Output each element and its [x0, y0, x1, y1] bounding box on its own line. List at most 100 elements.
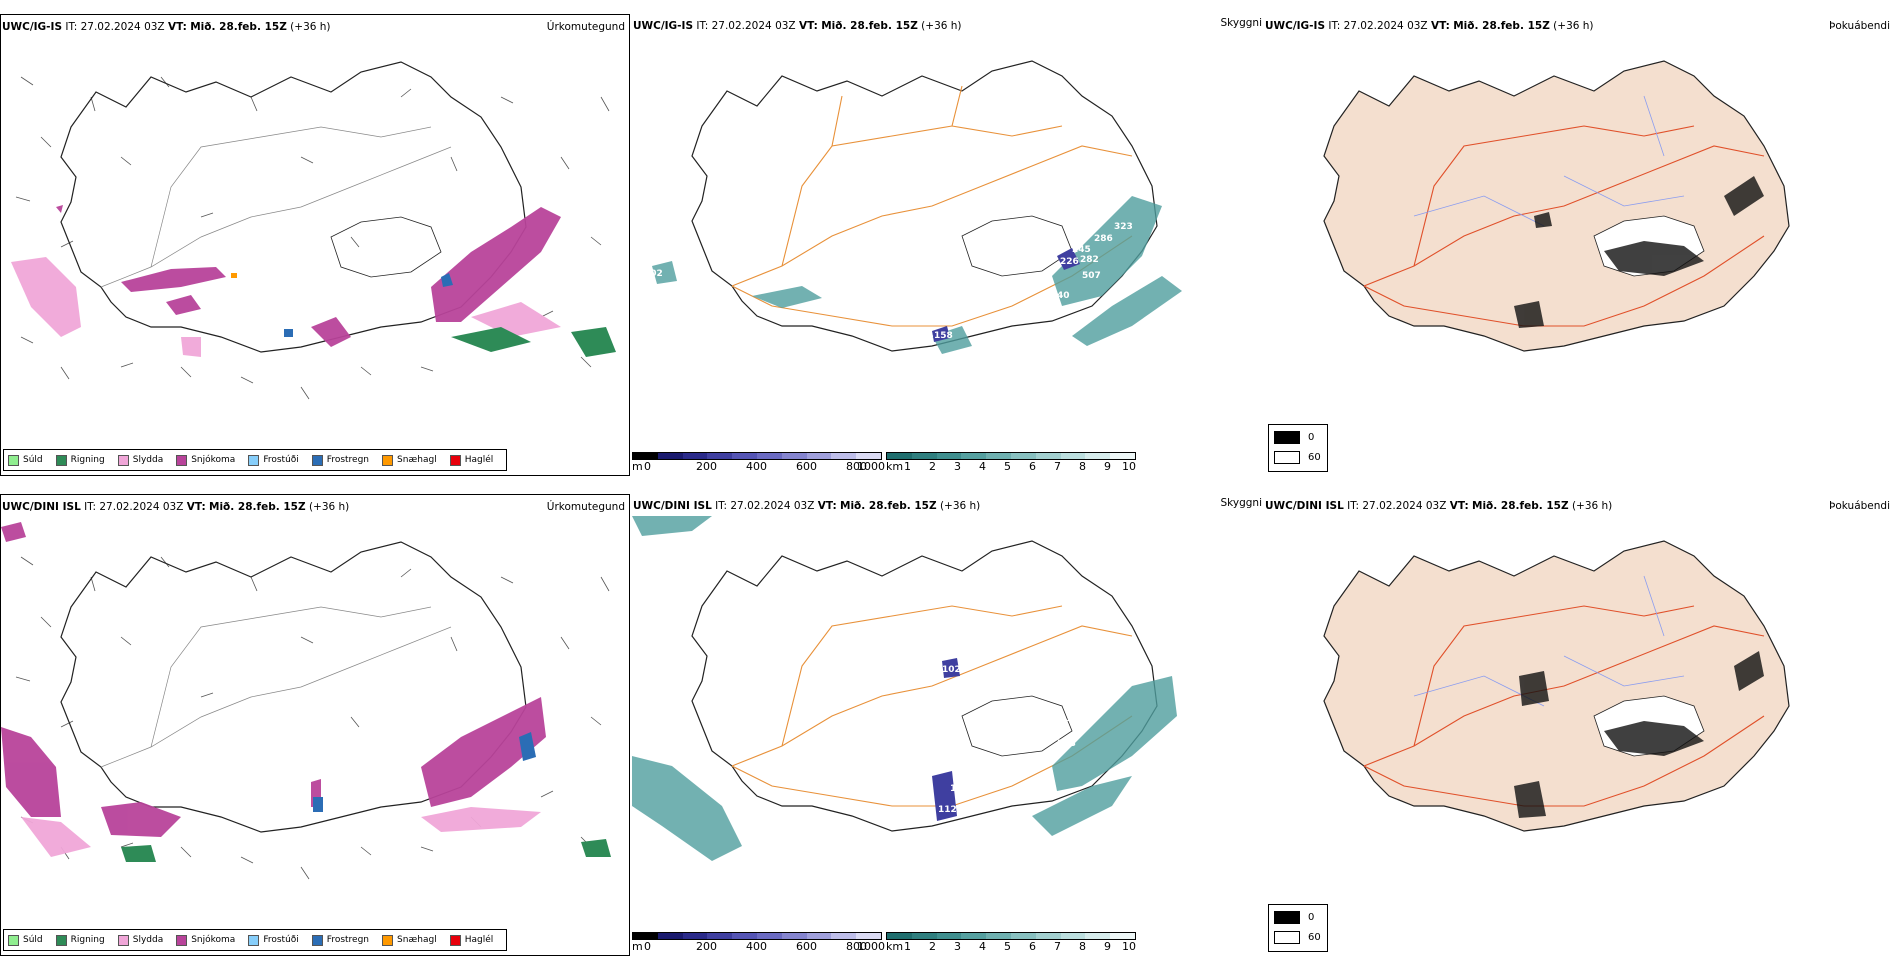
legend-swatch: [311, 934, 323, 946]
km-tick: 7: [1054, 940, 1061, 953]
m-tick: 600: [796, 940, 817, 953]
legend-swatch: [449, 454, 461, 466]
legend-swatch: [248, 454, 260, 466]
km-tick: 1: [904, 940, 911, 953]
visibility-scale: m 0 200 400 600 800 1000 km 1 2 3 4 5 6 …: [632, 926, 1262, 956]
roads: [100, 606, 452, 768]
precip-map: [11, 61, 616, 400]
legend-item: Frostregn: [311, 934, 369, 946]
legend-item: Snæhagl: [382, 934, 437, 946]
legend-item: Súld: [8, 934, 43, 946]
vis-value: 112: [938, 805, 957, 815]
m-tick: 600: [796, 460, 817, 473]
m-tick: 1000: [857, 940, 885, 953]
panel-title: UWC/IG-IS IT: 27.02.2024 03Z VT: Mið. 28…: [2, 21, 331, 33]
vis-value: 245: [1072, 245, 1091, 255]
iceland-land: [1323, 60, 1790, 352]
visibility-values: 102 359 766 272 321 213 75 338 159 112: [938, 664, 1147, 815]
precip-map: [1, 522, 611, 880]
fog-legend: 0 60: [1268, 424, 1328, 472]
vis-value: 766: [1128, 675, 1147, 685]
km-tick: 10: [1122, 940, 1136, 953]
vis-value: 40: [1057, 291, 1070, 301]
vis-value: 226: [1060, 257, 1079, 267]
precip-legend: Súld Rigning Slydda Snjókoma Frostúði Fr…: [3, 929, 508, 951]
km-tick: 3: [954, 940, 961, 953]
low-visibility-km: [652, 196, 1182, 354]
km-tick: 8: [1079, 460, 1086, 473]
vis-value: 102: [644, 269, 663, 279]
vis-value: 159: [950, 784, 969, 794]
m-tick: 400: [746, 460, 767, 473]
product-title: Úrkomutegund: [546, 501, 625, 513]
product-title: Þokuábendi: [1829, 500, 1890, 512]
fog-legend: 0 60: [1268, 904, 1328, 952]
km-tick: 8: [1079, 940, 1086, 953]
legend-swatch: [117, 454, 129, 466]
legend-item: Rigning: [55, 454, 105, 466]
fog-panel-top: UWC/IG-IS IT: 27.02.2024 03Z VT: Mið. 28…: [1264, 14, 1894, 476]
km-tick: 6: [1029, 460, 1036, 473]
visibility-map: 102 359 766 272 321 213 75 338 159 112: [632, 516, 1177, 861]
m-tick: 200: [696, 460, 717, 473]
m-scale-bar: [632, 452, 882, 460]
vis-value: 323: [1114, 222, 1133, 232]
m-unit: m: [632, 460, 643, 473]
km-tick: 5: [1004, 460, 1011, 473]
km-scale-bar: [886, 452, 1136, 460]
roads: [1363, 605, 1765, 807]
glacier-outline: [961, 695, 1073, 757]
visibility-values: 102 226 245 282 286 323 507 40 207 158: [644, 222, 1133, 345]
fog-map: [1323, 60, 1790, 352]
visibility-map: 102 226 245 282 286 323 507 40 207 158: [644, 60, 1182, 354]
legend-swatch: [8, 454, 19, 466]
m-scale-bar: [632, 932, 882, 940]
m-unit: m: [632, 940, 643, 953]
legend-item: Snæhagl: [382, 454, 437, 466]
freezing-rain-areas: [284, 273, 453, 337]
legend-swatch: [55, 454, 67, 466]
iceland-land: [1323, 540, 1790, 832]
sleet-areas: [21, 807, 541, 857]
vis-value: 338: [1057, 739, 1076, 749]
precip-type-panel-top: UWC/IG-IS IT: 27.02.2024 03Z VT: Mið. 28…: [0, 14, 630, 476]
glacier-outline: [961, 215, 1073, 277]
panel-title: UWC/DINI ISL IT: 27.02.2024 03Z VT: Mið.…: [2, 501, 350, 513]
km-unit: km: [886, 460, 904, 473]
fog-panel-bottom: UWC/DINI ISL IT: 27.02.2024 03Z VT: Mið.…: [1264, 494, 1894, 956]
m-tick: 400: [746, 940, 767, 953]
vis-value: 207: [915, 335, 934, 345]
legend-swatch: [382, 454, 394, 466]
low-visibility-km: [632, 516, 1177, 861]
glacier-outline: [330, 216, 442, 278]
legend-item: Frostúði: [248, 934, 299, 946]
legend-swatch: [176, 934, 188, 946]
product-title: Úrkomutegund: [546, 21, 625, 33]
legend-item: Slydda: [117, 454, 163, 466]
legend-swatch: [55, 934, 67, 946]
panel-title: UWC/IG-IS IT: 27.02.2024 03Z VT: Mið. 28…: [633, 20, 962, 32]
visibility-panel-bottom: UWC/DINI ISL IT: 27.02.2024 03Z VT: Mið.…: [632, 494, 1262, 956]
vis-value: 282: [1080, 255, 1099, 265]
precip-legend: Súld Rigning Slydda Snjókoma Frostúði Fr…: [3, 449, 508, 471]
low-visibility-m: [932, 658, 960, 821]
fog-map: [1323, 540, 1790, 832]
low-visibility-m: [932, 248, 1080, 342]
km-tick: 9: [1104, 460, 1111, 473]
m-tick: 0: [644, 460, 651, 473]
km-tick: 2: [929, 940, 936, 953]
legend-swatch: [8, 934, 19, 946]
legend-item: Haglél: [449, 454, 493, 466]
visibility-panel-top: UWC/IG-IS IT: 27.02.2024 03Z VT: Mið. 28…: [632, 14, 1262, 476]
roads: [100, 126, 452, 288]
m-tick: 1000: [857, 460, 885, 473]
km-tick: 9: [1104, 940, 1111, 953]
legend-item: Snjókoma: [176, 454, 235, 466]
panel-title: UWC/DINI ISL IT: 27.02.2024 03Z VT: Mið.…: [633, 500, 981, 512]
panel-title: UWC/IG-IS IT: 27.02.2024 03Z VT: Mið. 28…: [1265, 20, 1594, 32]
sleet-areas: [11, 257, 561, 357]
wind-barbs: [15, 76, 610, 400]
vis-value: 102: [942, 665, 961, 675]
km-tick: 2: [929, 460, 936, 473]
vis-value: 286: [1094, 234, 1113, 244]
